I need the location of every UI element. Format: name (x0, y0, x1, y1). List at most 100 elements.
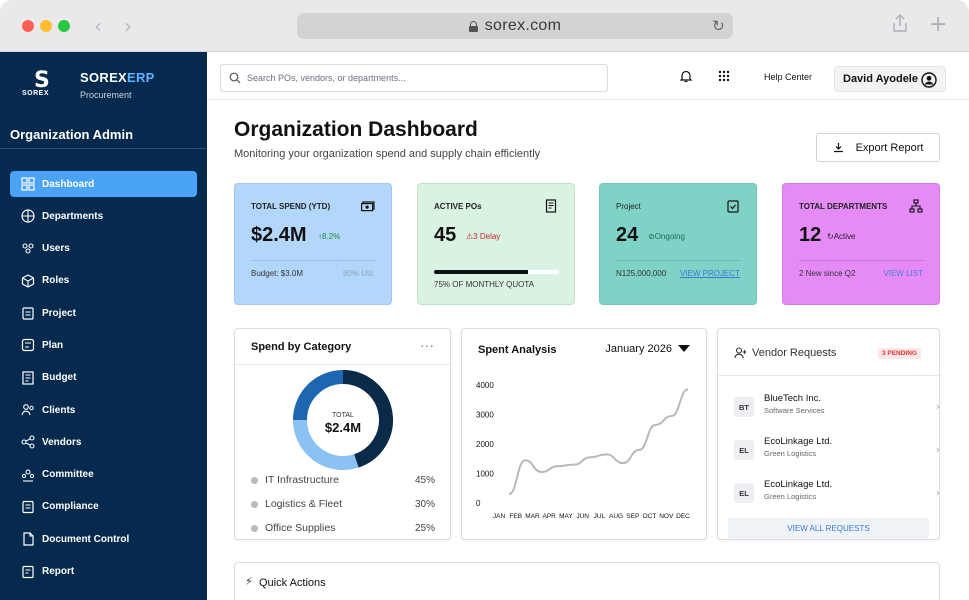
budget-icon (21, 371, 35, 385)
view-all-requests-button[interactable]: VIEW ALL REQUESTS (728, 518, 929, 538)
x-tick-label: MAR (525, 513, 540, 520)
donut-slice-2 (293, 370, 344, 421)
sidebar-item-report[interactable]: Report (10, 559, 197, 585)
new-tab-icon[interactable]: + (929, 12, 948, 37)
sidebar-item-budget[interactable]: Budget (10, 365, 197, 391)
quota-text: 75% OF MONTHLY QUOTA (434, 280, 535, 289)
back-arrow-icon[interactable]: ‹ (94, 14, 102, 38)
vendor-request-item[interactable]: EL EcoLinkage Ltd. Green Logistics › (734, 434, 940, 466)
search-box[interactable] (220, 64, 608, 92)
page-subtitle: Monitoring your organization spend and s… (234, 148, 541, 160)
sidebar-item-project[interactable]: Project (10, 300, 197, 326)
sidebar-item-compliance[interactable]: Compliance (10, 494, 197, 520)
donut-center-label: TOTAL (332, 412, 354, 419)
delay-badge: ⚠3 Delay (466, 232, 501, 241)
total-departments-card[interactable]: TOTAL DEPARTMENTS 12 ↻Active 2 New since… (782, 183, 940, 305)
sidebar-item-departments[interactable]: Departments (10, 203, 197, 229)
share-icon[interactable] (892, 13, 908, 37)
stat-value: 12 (799, 224, 822, 246)
sidebar-item-label: Clients (42, 404, 76, 416)
help-center-link[interactable]: Help Center (764, 72, 813, 82)
sidebar: S SOREX SOREXERP Procurement Organizatio… (0, 52, 207, 600)
minimize-window-button[interactable] (40, 20, 52, 32)
status-badge: ⊘Ongoing (648, 232, 685, 241)
project-card[interactable]: Project 24 ⊘Ongoing N125,000,000 VIEW PR… (599, 183, 757, 305)
sidebar-item-clients[interactable]: Clients (10, 397, 197, 423)
roles-icon (21, 274, 35, 288)
card-title: Vendor Requests (752, 347, 837, 359)
sidebar-item-users[interactable]: Users (10, 236, 197, 262)
x-tick-label: NOV (659, 513, 674, 520)
sidebar-item-committee[interactable]: Committee (10, 462, 197, 488)
x-tick-label: APR (542, 513, 556, 520)
export-report-button[interactable]: Export Report (816, 133, 940, 162)
vendor-category: Green Logistics (764, 492, 817, 501)
user-menu-button[interactable]: David Ayodele (834, 66, 946, 92)
sidebar-item-vendors[interactable]: Vendors (10, 429, 197, 455)
legend-bullet (251, 500, 258, 508)
reload-icon[interactable]: ↻ (712, 17, 725, 35)
grid-icon (21, 177, 35, 191)
clipboard-icon (21, 306, 35, 320)
card-title: Spend by Category (251, 341, 352, 353)
stat-value: $2.4M (251, 224, 307, 246)
stat-value: 24 (616, 224, 639, 246)
sidebar-item-label: Vendors (42, 436, 82, 448)
x-tick-label: FEB (509, 513, 522, 520)
main-content: Organization Dashboard Monitoring your o… (207, 100, 969, 600)
search-input[interactable] (247, 73, 587, 83)
vendor-request-item[interactable]: EL EcoLinkage Ltd. Green Logistics › (734, 477, 940, 509)
y-tick-label: 2000 (476, 440, 494, 449)
category-name: Office Supplies (265, 522, 336, 534)
close-window-button[interactable] (22, 20, 34, 32)
category-percent: 30% (414, 498, 435, 510)
pending-badge: 3 PENDING (877, 348, 921, 359)
sidebar-item-label: Roles (42, 275, 70, 287)
active-pos-card[interactable]: ACTIVE POs 45 ⚠3 Delay 75% OF MONTHLY QU… (417, 183, 575, 305)
maximize-window-button[interactable] (58, 20, 70, 32)
topbar: Help Center David Ayodele (207, 52, 969, 100)
avatar-icon (921, 72, 937, 88)
more-options-icon[interactable]: ··· (420, 337, 434, 353)
total-spend-card[interactable]: TOTAL SPEND (YTD) $2.4M ↑8.2% Budget: $3… (234, 183, 392, 305)
stat-label: ACTIVE POs (434, 202, 482, 211)
address-bar[interactable]: sorex.com ↻ (297, 13, 733, 39)
sidebar-item-label: Report (42, 566, 75, 578)
forward-arrow-icon[interactable]: › (124, 14, 132, 38)
org-chart-icon (909, 199, 923, 213)
vendor-badge: BT (734, 397, 754, 417)
sidebar-item-document-control[interactable]: Document Control (10, 526, 197, 552)
budget-text: Budget: $3.0M (251, 269, 304, 278)
bell-icon[interactable] (679, 69, 693, 83)
stat-label: TOTAL DEPARTMENTS (799, 202, 888, 211)
sidebar-item-roles[interactable]: Roles (10, 268, 197, 294)
stat-label: Project (616, 202, 641, 211)
legend-bullet (251, 524, 258, 532)
sidebar-item-label: Project (42, 307, 76, 319)
view-list-link[interactable]: VIEW LIST (883, 269, 923, 278)
building-icon (21, 209, 35, 223)
y-tick-label: 3000 (476, 411, 494, 420)
sidebar-item-label: Departments (42, 210, 104, 222)
category-legend-item: Office Supplies 25% (251, 522, 435, 534)
vendor-requests-card: Vendor Requests 3 PENDING BT BlueTech Inc… (717, 328, 940, 540)
brand-subtitle: Procurement (80, 90, 132, 100)
period-dropdown[interactable]: January 2026 (605, 343, 690, 355)
chevron-right-icon: › (935, 486, 940, 499)
sidebar-item-label: Plan (42, 339, 64, 351)
vendors-icon (21, 435, 35, 449)
sidebar-item-plan[interactable]: Plan (10, 332, 197, 358)
apps-grid-icon[interactable] (717, 69, 731, 83)
sidebar-item-dashboard[interactable]: Dashboard (10, 171, 197, 197)
x-tick-label: DEC (676, 513, 690, 520)
vendor-request-item[interactable]: BT BlueTech Inc. Software Services › (734, 391, 940, 423)
divider (0, 148, 207, 149)
x-tick-label: SEP (626, 513, 639, 520)
stat-label: TOTAL SPEND (YTD) (251, 202, 331, 211)
view-project-link[interactable]: VIEW PROJECT (679, 269, 740, 278)
clipboard-check-icon (727, 200, 739, 213)
sidebar-item-label: Committee (42, 469, 94, 481)
project-value: N125,000,000 (616, 269, 667, 278)
receipt-icon (545, 199, 557, 213)
stat-value: 45 (434, 224, 457, 246)
